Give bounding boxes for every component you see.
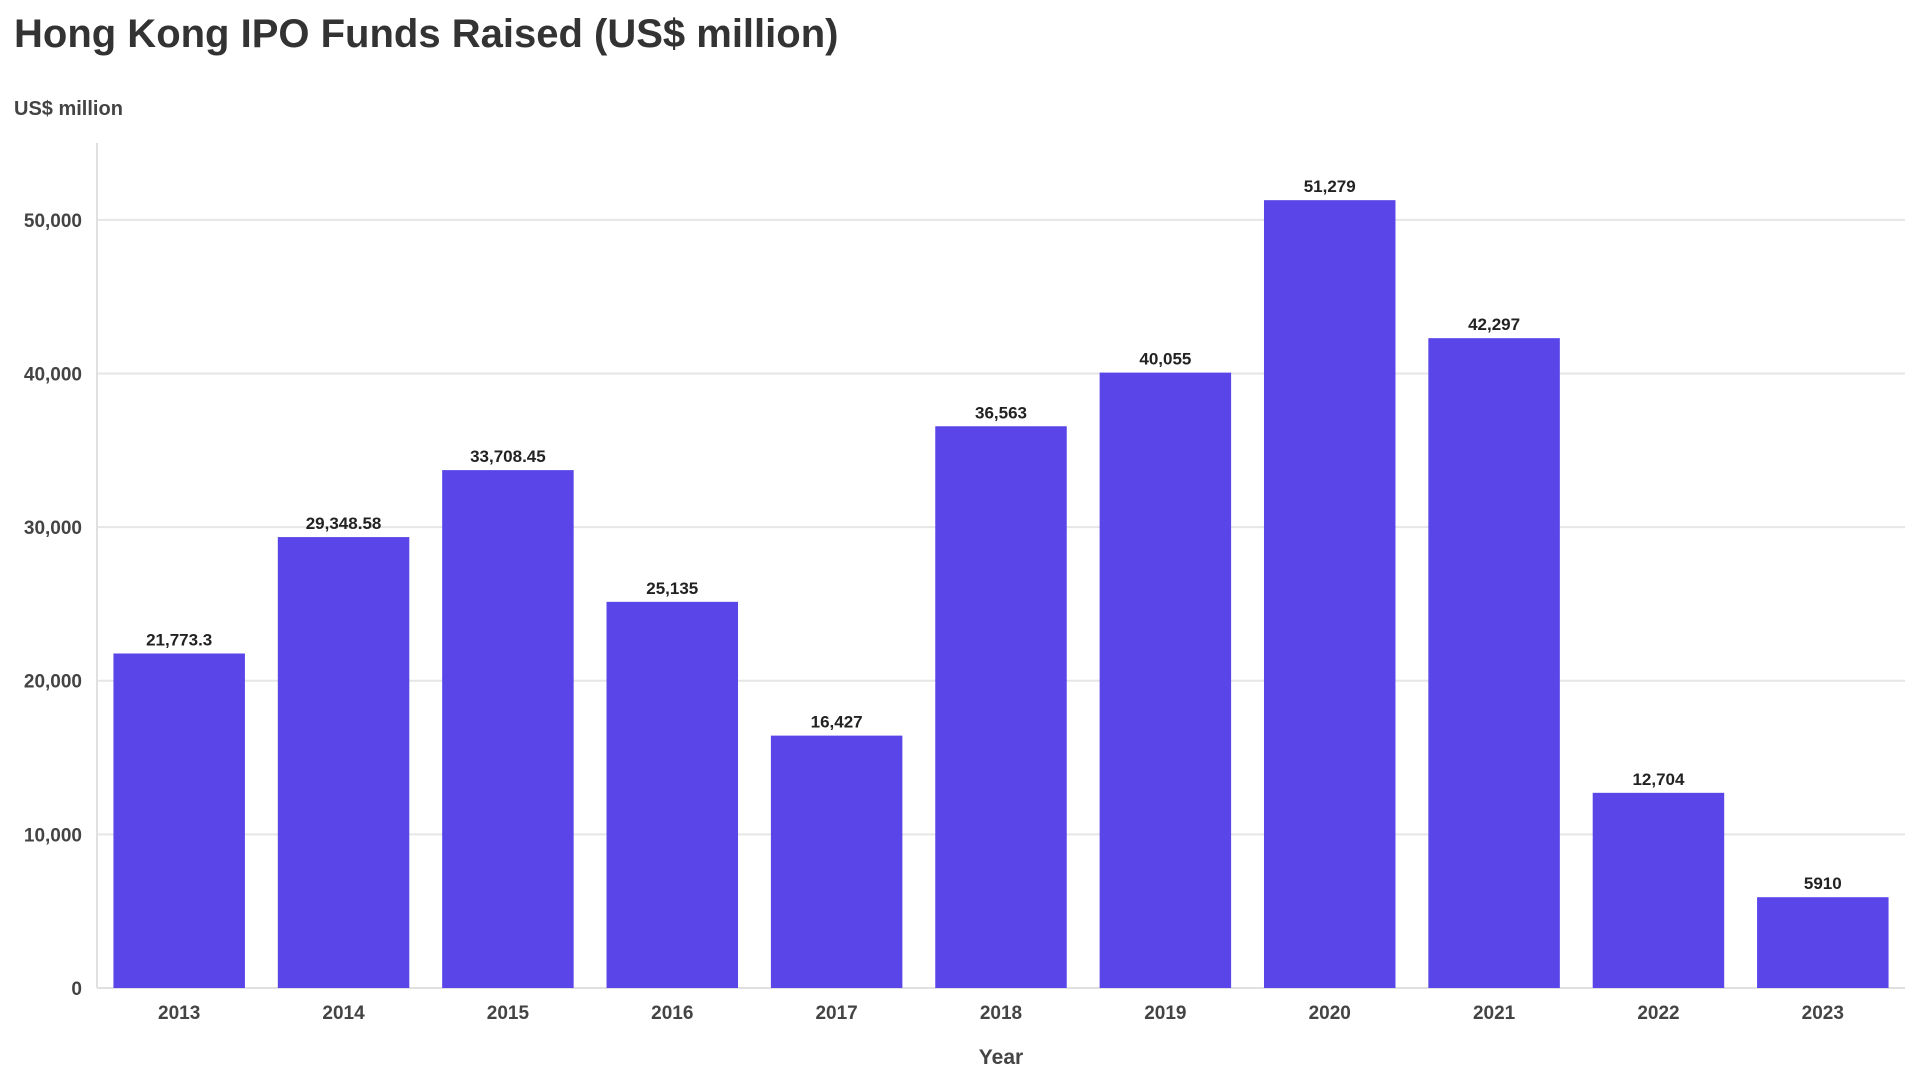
y-axis-unit-label: US$ million — [14, 98, 123, 120]
bar-2022 — [1592, 792, 1725, 988]
data-label-2018: 36,563 — [975, 403, 1027, 422]
bar-2019 — [1099, 372, 1232, 988]
y-axis-ticks: 0 10,000 20,000 30,000 40,000 50,000 — [24, 211, 82, 1000]
bar-2018 — [935, 426, 1067, 988]
bar-2013 — [113, 653, 245, 988]
data-label-2022: 12,704 — [1632, 770, 1685, 789]
data-label-2014: 29,348.58 — [306, 514, 382, 533]
bar-2023 — [1757, 897, 1889, 988]
x-tick-label: 2022 — [1637, 1003, 1679, 1024]
x-tick-label: 2023 — [1802, 1003, 1844, 1024]
x-tick-label: 2017 — [815, 1003, 857, 1024]
data-label-2020: 51,279 — [1304, 177, 1356, 196]
x-tick-label: 2014 — [322, 1003, 365, 1024]
x-tick-label: 2018 — [980, 1003, 1022, 1024]
y-tick-label: 50,000 — [24, 211, 82, 232]
data-label-2016: 25,135 — [646, 579, 698, 598]
bar-2017 — [770, 735, 903, 988]
x-tick-label: 2021 — [1473, 1003, 1516, 1024]
bar-2014 — [277, 537, 410, 988]
bars — [113, 200, 1889, 989]
chart-title: Hong Kong IPO Funds Raised (US$ million) — [14, 12, 839, 56]
data-label-2017: 16,427 — [811, 713, 863, 732]
y-tick-label: 40,000 — [24, 364, 82, 385]
bar-2021 — [1428, 338, 1560, 988]
data-label-2013: 21,773.3 — [146, 630, 212, 649]
x-tick-label: 2016 — [651, 1003, 693, 1024]
x-tick-label: 2020 — [1309, 1003, 1351, 1024]
data-label-2021: 42,297 — [1468, 315, 1520, 334]
data-label-2015: 33,708.45 — [470, 447, 546, 466]
bar-2016 — [606, 601, 739, 988]
x-axis-label: Year — [979, 1046, 1023, 1069]
x-tick-label: 2015 — [487, 1003, 530, 1024]
data-labels: 21,773.3 29,348.58 33,708.45 25,135 16,427 36… — [146, 177, 1842, 893]
y-tick-label: 10,000 — [24, 825, 82, 846]
data-label-2023: 5910 — [1804, 874, 1842, 893]
y-tick-label: 30,000 — [24, 518, 82, 539]
data-label-2019: 40,055 — [1139, 350, 1191, 369]
y-tick-label: 0 — [71, 979, 82, 1000]
x-axis-ticks: 2013 2014 2015 2016 2017 2018 2019 2020 2021 2022… — [158, 1003, 1844, 1024]
bar-2020 — [1263, 200, 1396, 988]
y-tick-label: 20,000 — [24, 672, 82, 693]
x-tick-label: 2019 — [1144, 1003, 1186, 1024]
x-tick-label: 2013 — [158, 1003, 200, 1024]
bar-2015 — [442, 470, 574, 989]
